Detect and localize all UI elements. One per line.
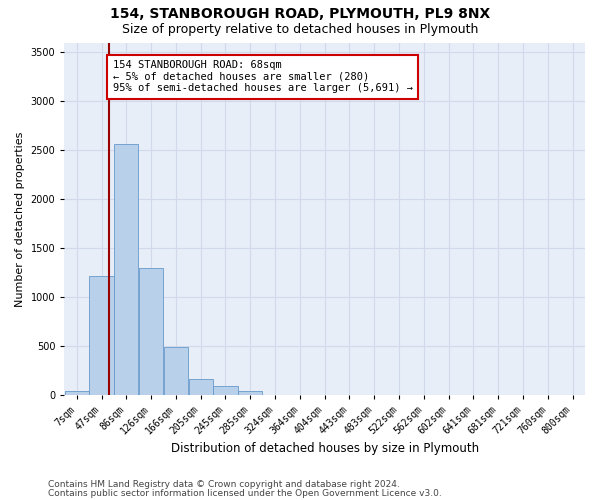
Text: Size of property relative to detached houses in Plymouth: Size of property relative to detached ho…	[122, 22, 478, 36]
Bar	[238, 390, 262, 396]
Text: Contains public sector information licensed under the Open Government Licence v3: Contains public sector information licen…	[48, 488, 442, 498]
X-axis label: Distribution of detached houses by size in Plymouth: Distribution of detached houses by size …	[170, 442, 479, 455]
Text: 154 STANBOROUGH ROAD: 68sqm
← 5% of detached houses are smaller (280)
95% of sem: 154 STANBOROUGH ROAD: 68sqm ← 5% of deta…	[113, 60, 413, 94]
Bar	[114, 144, 139, 396]
Bar	[65, 390, 89, 396]
Text: Contains HM Land Registry data © Crown copyright and database right 2024.: Contains HM Land Registry data © Crown c…	[48, 480, 400, 489]
Text: 154, STANBOROUGH ROAD, PLYMOUTH, PL9 8NX: 154, STANBOROUGH ROAD, PLYMOUTH, PL9 8NX	[110, 8, 490, 22]
Bar	[139, 268, 163, 396]
Y-axis label: Number of detached properties: Number of detached properties	[15, 132, 25, 306]
Bar	[214, 386, 238, 396]
Bar	[188, 379, 213, 396]
Bar	[89, 276, 113, 396]
Bar	[164, 348, 188, 396]
